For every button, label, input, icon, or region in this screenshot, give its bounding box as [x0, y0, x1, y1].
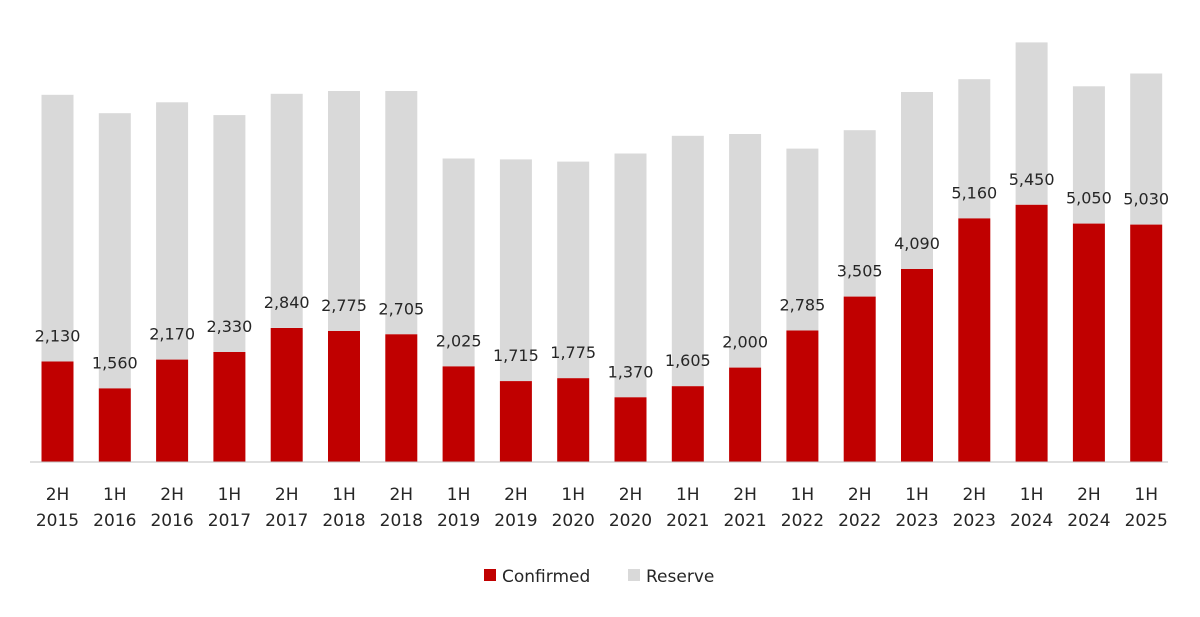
bar-confirmed-11	[671, 386, 704, 462]
x-tick-label-1: 1H 2016	[93, 485, 136, 531]
bar-confirmed-2	[156, 359, 189, 462]
x-tick-label-18: 2H 2024	[1067, 485, 1110, 531]
x-tick-label-7: 1H 2019	[437, 485, 480, 531]
bar-reserve-12	[729, 134, 762, 368]
data-labels-layer: 2,130 1,560 2,170 2,330 2,840 2,775 2,705 2,025…	[35, 170, 1170, 381]
bar-confirmed-6	[385, 334, 418, 462]
bar-reserve-2	[156, 102, 189, 360]
bar-confirmed-4	[270, 328, 303, 462]
x-tick-label-11: 1H 2021	[666, 485, 709, 531]
x-tick-labels-layer: 2H 2015 1H 2016 2H 2016 1H 2017 2H 2017 1H 2018 2H 20…	[36, 485, 1168, 531]
data-label-3: 2,330	[206, 317, 252, 336]
data-label-6: 2,705	[378, 299, 424, 318]
bar-reserve-13	[786, 148, 819, 331]
bar-confirmed-13	[786, 330, 819, 462]
bar-reserve-11	[671, 135, 704, 387]
data-label-9: 1,775	[550, 343, 596, 362]
x-tick-label-5: 1H 2018	[322, 485, 365, 531]
bar-reserve-16	[958, 79, 991, 219]
bar-confirmed-7	[442, 366, 475, 462]
bar-confirmed-15	[901, 269, 933, 462]
legend-label-confirmed: Confirmed	[502, 567, 590, 587]
bar-confirmed-5	[328, 331, 360, 462]
bar-reserve-9	[557, 161, 590, 379]
x-tick-label-4: 2H 2017	[265, 485, 308, 531]
data-label-11: 1,605	[665, 351, 711, 370]
data-label-0: 2,130	[35, 327, 81, 346]
bar-confirmed-18	[1072, 223, 1105, 462]
bar-reserve-7	[442, 158, 475, 367]
x-tick-label-15: 1H 2023	[895, 485, 938, 531]
x-tick-label-17: 1H 2024	[1010, 485, 1053, 531]
bar-reserve-6	[385, 91, 418, 335]
bar-confirmed-3	[213, 352, 246, 462]
legend: Confirmed Reserve	[484, 567, 714, 587]
x-tick-label-14: 2H 2022	[838, 485, 881, 531]
data-label-14: 3,505	[837, 262, 883, 281]
x-tick-label-3: 1H 2017	[208, 485, 251, 531]
data-label-5: 2,775	[321, 296, 367, 315]
bar-reserve-10	[614, 153, 647, 398]
x-tick-label-0: 2H 2015	[36, 485, 79, 531]
data-label-12: 2,000	[722, 333, 768, 352]
bar-reserve-5	[328, 91, 360, 331]
bar-confirmed-9	[557, 378, 590, 462]
data-label-16: 5,160	[951, 183, 997, 202]
bar-reserve-14	[843, 130, 876, 297]
x-tick-label-9: 1H 2020	[552, 485, 595, 531]
x-tick-label-2: 2H 2016	[150, 485, 193, 531]
data-label-10: 1,370	[608, 362, 654, 381]
x-tick-label-6: 2H 2018	[380, 485, 423, 531]
legend-label-reserve: Reserve	[646, 567, 714, 587]
x-tick-label-13: 1H 2022	[781, 485, 824, 531]
bar-reserve-0	[41, 94, 74, 362]
bar-confirmed-14	[843, 296, 876, 462]
bar-reserve-4	[270, 93, 303, 328]
data-label-17: 5,450	[1009, 170, 1055, 189]
bar-confirmed-17	[1015, 204, 1048, 463]
bar-reserve-15	[901, 92, 933, 269]
bar-confirmed-8	[499, 381, 532, 462]
data-label-19: 5,030	[1123, 190, 1169, 209]
bar-confirmed-12	[729, 367, 762, 462]
x-tick-label-12: 2H 2021	[723, 485, 766, 531]
x-tick-label-10: 2H 2020	[609, 485, 652, 531]
x-tick-label-8: 2H 2019	[494, 485, 537, 531]
data-label-18: 5,050	[1066, 189, 1112, 208]
bar-confirmed-16	[958, 218, 991, 462]
legend-swatch-confirmed	[484, 569, 496, 581]
bar-reserve-18	[1072, 86, 1105, 224]
data-label-4: 2,840	[264, 293, 310, 312]
bar-confirmed-19	[1130, 224, 1163, 462]
data-label-13: 2,785	[779, 296, 825, 315]
data-label-2: 2,170	[149, 325, 195, 344]
bar-confirmed-1	[98, 388, 131, 462]
bar-reserve-8	[499, 159, 532, 381]
bars-layer	[41, 42, 1163, 463]
data-label-15: 4,090	[894, 234, 940, 253]
x-tick-label-19: 1H 2025	[1125, 485, 1168, 531]
bar-reserve-17	[1015, 42, 1048, 205]
data-label-1: 1,560	[92, 353, 138, 372]
bar-reserve-1	[98, 113, 131, 389]
x-tick-label-16: 2H 2023	[953, 485, 996, 531]
bar-confirmed-10	[614, 397, 647, 462]
data-label-8: 1,715	[493, 346, 539, 365]
bar-confirmed-0	[41, 361, 74, 462]
bar-reserve-19	[1130, 73, 1163, 225]
legend-swatch-reserve	[628, 569, 640, 581]
data-label-7: 2,025	[436, 331, 482, 350]
bar-reserve-3	[213, 115, 246, 352]
